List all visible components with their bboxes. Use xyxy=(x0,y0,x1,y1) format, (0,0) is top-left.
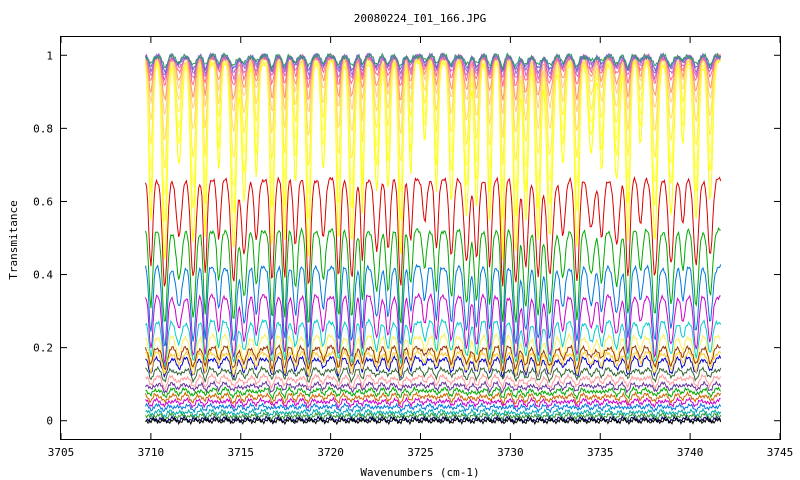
series-line xyxy=(145,380,722,395)
series-line xyxy=(145,348,722,378)
series-line xyxy=(145,401,722,414)
x-tick-label: 3745 xyxy=(767,446,794,459)
x-tick-label: 3730 xyxy=(497,446,524,459)
y-tick-label: 0.4 xyxy=(33,269,53,282)
series-line xyxy=(145,53,722,88)
series-line xyxy=(145,372,722,391)
x-tick-label: 3710 xyxy=(138,446,165,459)
series-line xyxy=(145,385,722,401)
series-line xyxy=(145,396,721,410)
y-axis-label: Transmitance xyxy=(7,200,20,279)
y-tick-label: 0.6 xyxy=(33,195,53,208)
x-tick-label: 3715 xyxy=(228,446,255,459)
series-line xyxy=(145,52,722,75)
x-axis: 3705 3710 3715 3720 3725 3730 3735 3740 3745 xyxy=(48,37,794,459)
series-line xyxy=(145,354,722,380)
plot-frame xyxy=(60,36,781,440)
y-tick-label: 0.8 xyxy=(33,122,53,135)
x-tick-label: 3720 xyxy=(317,446,344,459)
x-tick-label: 3740 xyxy=(677,446,704,459)
series-line xyxy=(145,51,721,72)
x-axis-label: Wavenumbers (cm-1) xyxy=(360,466,479,479)
y-axis: 0 0.2 0.4 0.6 0.8 1 xyxy=(33,49,780,428)
y-tick-label: 0.2 xyxy=(33,342,53,355)
series-line xyxy=(145,365,722,384)
series-line xyxy=(145,318,722,369)
series-line xyxy=(145,416,722,426)
chart-title: 20080224_I01_166.JPG xyxy=(354,12,486,25)
x-tick-label: 3705 xyxy=(48,446,75,459)
y-tick-label: 1 xyxy=(46,49,53,62)
series-lines xyxy=(145,51,722,426)
series-line xyxy=(145,226,721,324)
series-line xyxy=(145,263,722,348)
series-line xyxy=(145,292,721,364)
series-line xyxy=(145,407,722,419)
series-line xyxy=(145,175,722,287)
x-tick-label: 3725 xyxy=(407,446,434,459)
series-line xyxy=(145,390,722,407)
series-line xyxy=(145,332,722,376)
x-tick-label: 3735 xyxy=(587,446,614,459)
y-tick-label: 0 xyxy=(46,415,53,428)
